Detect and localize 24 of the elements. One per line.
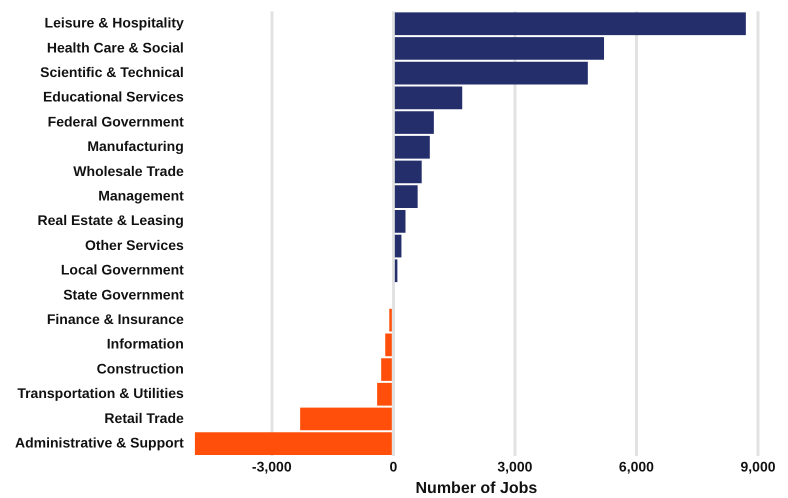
y-tick-label: Management: [98, 188, 184, 204]
y-tick-label: Retail Trade: [104, 410, 184, 426]
x-tick-label: 6,000: [618, 458, 654, 474]
y-tick-label: Wholesale Trade: [73, 162, 184, 179]
x-tick-label: 3,000: [497, 458, 533, 474]
y-tick-label: Other Services: [84, 236, 184, 253]
y-tick-label: Leisure & Hospitality: [44, 14, 184, 31]
y-tick-label: Federal Government: [48, 113, 184, 130]
y-tick-label: Health Care & Social: [46, 39, 184, 56]
y-tick-label: Local Government: [60, 262, 184, 278]
y-tick-label: Scientific & Technical: [40, 64, 184, 80]
y-tick-label: Transportation & Utilities: [17, 385, 184, 402]
y-tick-label: Information: [106, 336, 184, 352]
x-tick-label: -3,000: [252, 458, 292, 474]
y-tick-label: Manufacturing: [87, 138, 184, 154]
y-tick-label: Administrative & Support: [14, 434, 184, 451]
x-axis-title: Number of Jobs: [416, 480, 538, 497]
y-tick-label: Construction: [96, 360, 184, 376]
y-tick-label: Finance & Insurance: [46, 311, 184, 328]
y-tick-label: Real Estate & Leasing: [38, 212, 184, 228]
x-tick-label: 0: [389, 458, 398, 474]
y-tick-label: Educational Services: [42, 88, 184, 105]
x-tick-label: 9,000: [740, 458, 776, 474]
y-tick-label: State Government: [63, 286, 184, 302]
